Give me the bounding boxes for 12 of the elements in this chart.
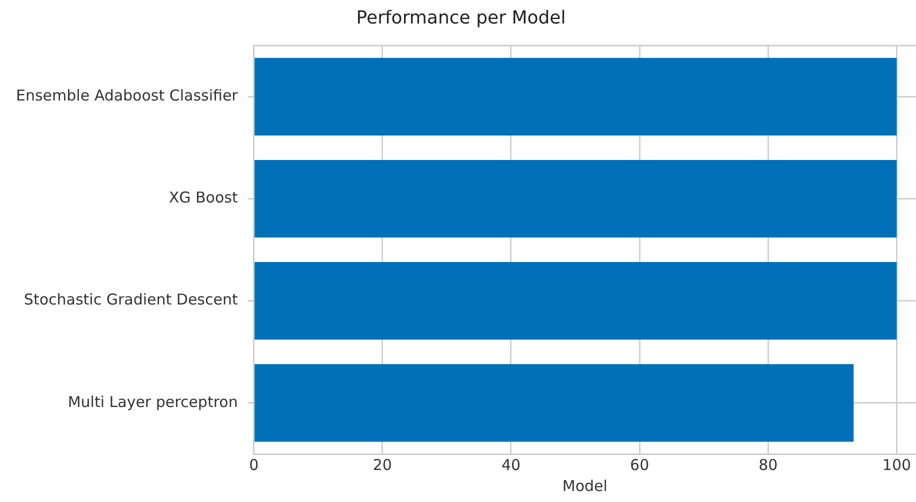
y-tick-label: XG Boost <box>168 188 238 207</box>
x-tick-label: 60 <box>630 456 650 474</box>
x-axis-title: Model <box>562 476 608 495</box>
x-tick-label: 80 <box>758 456 778 474</box>
x-tick-label: 40 <box>501 456 521 474</box>
x-tick-label: 20 <box>372 456 392 474</box>
y-tick-label: Multi Layer perceptron <box>68 392 238 411</box>
x-tick-label: 0 <box>249 456 259 474</box>
y-tick-label: Ensemble Adaboost Classifier <box>16 86 239 105</box>
y-tick-label: Stochastic Gradient Descent <box>24 290 238 309</box>
x-tick-label: 100 <box>882 456 912 474</box>
chart-title: Performance per Model <box>356 7 566 28</box>
